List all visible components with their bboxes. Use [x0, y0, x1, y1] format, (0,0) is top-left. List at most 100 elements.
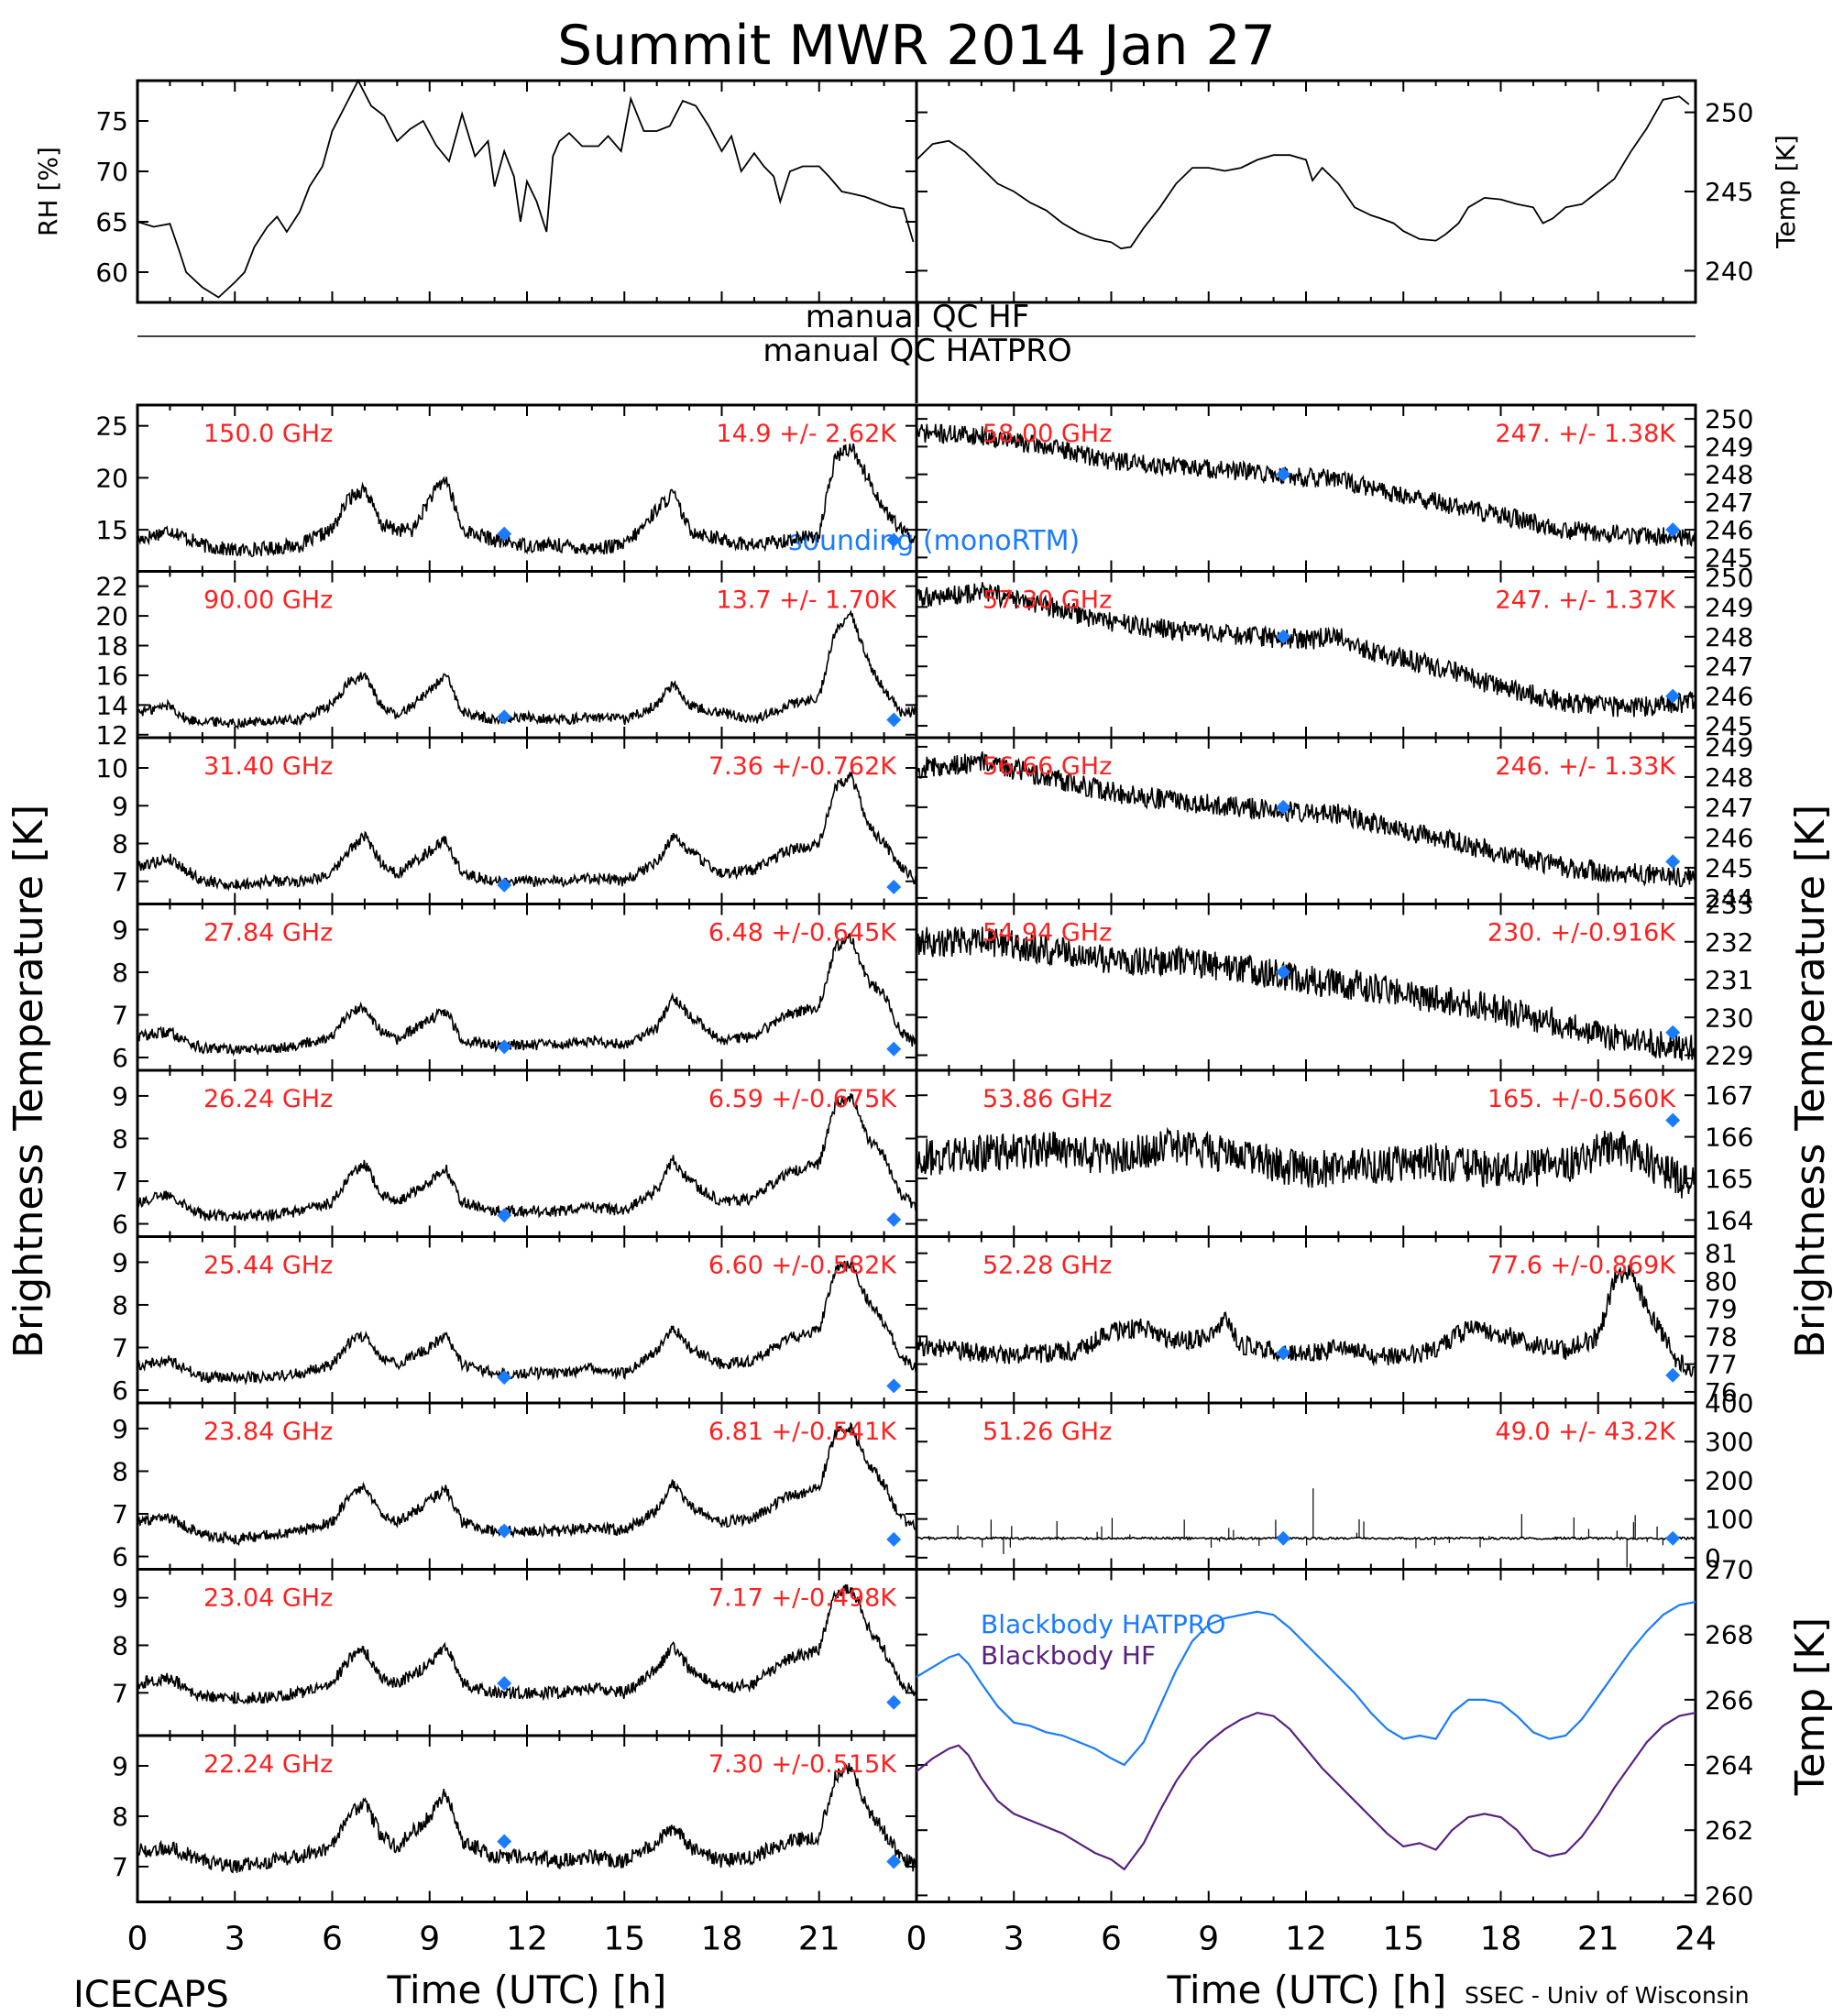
- blackbody-ytick-label: 266: [1705, 1685, 1753, 1715]
- blackbody-hatpro-line: [916, 1601, 1696, 1767]
- blackbody-ytick-label: 268: [1705, 1620, 1753, 1650]
- hf_2784-channel-label: 27.84 GHz: [203, 919, 333, 948]
- legend-blackbody-hatpro: Blackbody HATPRO: [981, 1609, 1225, 1639]
- hat_5228-ytick-label: 79: [1705, 1294, 1738, 1324]
- hat_5660-sounding-point: [1665, 854, 1681, 870]
- hf_90-channel-label: 90.00 GHz: [203, 586, 333, 615]
- hf_3140-ytick-label: 7: [112, 867, 128, 897]
- hat_5484-stat-label: 230. +/-0.916K: [1487, 919, 1676, 948]
- hat_5730-trace: [916, 582, 1696, 718]
- hf_150-trace: [137, 443, 917, 557]
- hf_2784-sounding-point: [886, 1041, 902, 1057]
- hf_2384-sounding-point: [497, 1523, 512, 1539]
- hf_3140-sounding-point: [497, 877, 512, 893]
- hat_5484-channel-label: 54.94 GHz: [982, 919, 1112, 948]
- hat_5126-ytick-label: 0: [1705, 1543, 1721, 1573]
- hf_2384-ytick-label: 9: [112, 1414, 128, 1444]
- hf_2544-ytick-label: 6: [112, 1375, 128, 1406]
- hf_2384-ytick-label: 7: [112, 1499, 128, 1529]
- hf_2624-ytick-label: 8: [112, 1123, 128, 1154]
- hf_3140-channel-label: 31.40 GHz: [203, 752, 333, 781]
- rh-ytick-label: 60: [95, 257, 128, 288]
- blackbody-axis-label: Temp [K]: [1787, 1617, 1833, 1796]
- hat_5800-ytick-label: 247: [1705, 488, 1753, 518]
- hf_2624-ytick-label: 6: [112, 1210, 128, 1240]
- hf_2544-ytick-label: 8: [112, 1290, 128, 1320]
- rh-ytick-label: 65: [95, 207, 128, 237]
- hf_2624-ytick-label: 9: [112, 1081, 128, 1112]
- hat_5730-ytick-label: 250: [1705, 563, 1753, 593]
- hf_3140-ytick-label: 9: [112, 791, 128, 821]
- hf_2384-stat-label: 6.81 +/-0.541K: [708, 1418, 897, 1446]
- hat_5484-ytick-label: 232: [1705, 927, 1753, 958]
- hf_2784-ytick-label: 8: [112, 958, 128, 988]
- hat_5484-ytick-label: 229: [1705, 1041, 1753, 1071]
- hf_2224-stat-label: 7.30 +/-0.515K: [708, 1750, 897, 1779]
- x-tick-label-right: 3: [1004, 1921, 1025, 1958]
- hat_5484-trace: [916, 926, 1696, 1061]
- rh-ytick-label: 75: [95, 106, 128, 137]
- footer-left-label: ICECAPS: [73, 1974, 229, 2016]
- hat_5386-stat-label: 165. +/-0.560K: [1487, 1085, 1676, 1113]
- hf_2224-ytick-label: 7: [112, 1852, 128, 1882]
- hat_5228-sounding-point: [1665, 1367, 1681, 1383]
- hat_5800-ytick-label: 245: [1705, 542, 1753, 573]
- hat_5228-ytick-label: 78: [1705, 1321, 1738, 1352]
- hf_3140-sounding-point: [886, 879, 902, 894]
- hf_2304-sounding-point: [497, 1675, 512, 1691]
- hat_5660-trace: [916, 751, 1696, 888]
- temp-frame: [915, 79, 1697, 304]
- hf_2784-stat-label: 6.48 +/-0.645K: [708, 919, 897, 948]
- hf_90-sounding-point: [886, 712, 902, 728]
- hat_5800-trace: [916, 423, 1696, 548]
- hat_5126-stat-label: 49.0 +/- 43.2K: [1495, 1418, 1676, 1446]
- blackbody-ytick-label: 264: [1705, 1750, 1753, 1780]
- rh-frame: [136, 79, 918, 304]
- x-tick-label-left: 18: [701, 1921, 743, 1958]
- x-tick-label-left: 3: [225, 1921, 246, 1958]
- hf_2544-ytick-label: 7: [112, 1333, 128, 1364]
- hat_5228-stat-label: 77.6 +/-0.869K: [1487, 1252, 1676, 1280]
- hat_5660-ytick-label: 245: [1705, 853, 1753, 883]
- temp-ytick-label: 245: [1705, 177, 1753, 207]
- hat_5386-ytick-label: 165: [1705, 1164, 1753, 1194]
- hf_2224-sounding-point: [497, 1834, 512, 1849]
- hf_2784-sounding-point: [497, 1039, 512, 1055]
- hf_3140-ytick-label: 10: [95, 753, 128, 783]
- x-tick-label-right: 12: [1285, 1921, 1327, 1958]
- x-tick-label-right: 0: [906, 1921, 927, 1958]
- hat_5484-ytick-label: 233: [1705, 890, 1753, 920]
- hat_5386-ytick-label: 166: [1705, 1123, 1753, 1153]
- hat_5386-trace: [916, 1126, 1696, 1204]
- x-tick-label-left: 21: [798, 1921, 840, 1958]
- hf_2544-ytick-label: 9: [112, 1247, 128, 1277]
- x-tick-label-right: 21: [1577, 1921, 1619, 1958]
- x-tick-label-right: 18: [1480, 1921, 1522, 1958]
- hat_5660-ytick-label: 244: [1705, 883, 1753, 914]
- hat_5386-ytick-label: 164: [1705, 1205, 1753, 1235]
- hf_150-ytick-label: 20: [95, 463, 128, 493]
- hat_5228-ytick-label: 76: [1705, 1377, 1738, 1408]
- legend-blackbody-hf: Blackbody HF: [981, 1640, 1156, 1671]
- hf_2384-ytick-label: 6: [112, 1542, 128, 1572]
- x-tick-label-right: 9: [1198, 1921, 1219, 1958]
- hat_5228-ytick-label: 77: [1705, 1350, 1738, 1380]
- hat_5484-ytick-label: 231: [1705, 965, 1753, 995]
- hf_2784-ytick-label: 6: [112, 1043, 128, 1073]
- hf_2224-sounding-point: [886, 1854, 902, 1869]
- hf_2304-ytick-label: 7: [112, 1678, 128, 1708]
- hf_2384-channel-label: 23.84 GHz: [203, 1418, 333, 1446]
- hf_2304-channel-label: 23.04 GHz: [203, 1584, 333, 1613]
- hat_5484-sounding-point: [1276, 964, 1291, 980]
- hf_2224-channel-label: 22.24 GHz: [203, 1750, 333, 1779]
- hf_2304-ytick-label: 9: [112, 1583, 128, 1614]
- y-axis-label-right: Brightness Temperature [K]: [1787, 805, 1833, 1358]
- hat_5484-ytick-label: 230: [1705, 1003, 1753, 1033]
- hf_2224-trace: [137, 1762, 917, 1874]
- hf_2304-trace: [137, 1583, 917, 1705]
- hf_2624-sounding-point: [886, 1211, 902, 1227]
- hf_2544-channel-label: 25.44 GHz: [203, 1252, 333, 1280]
- x-tick-label-right: 6: [1101, 1921, 1122, 1958]
